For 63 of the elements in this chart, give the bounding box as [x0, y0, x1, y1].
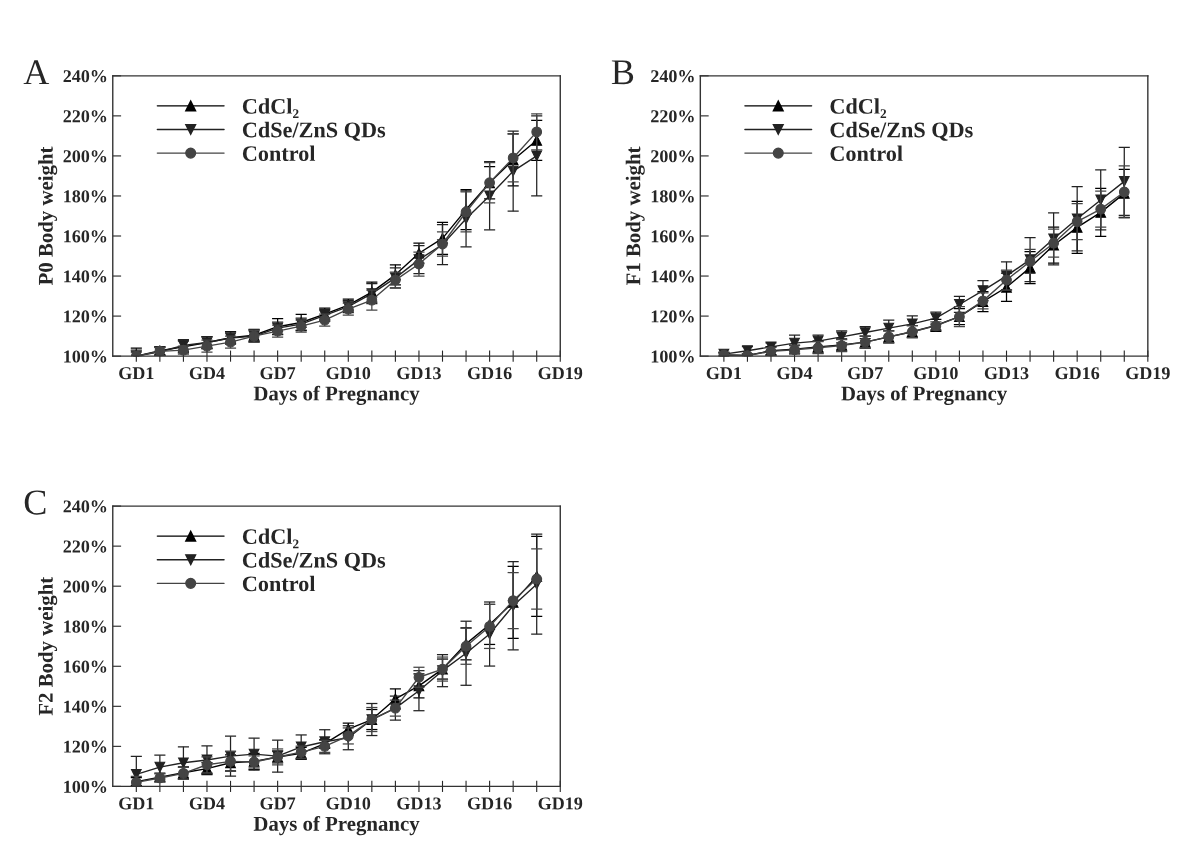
x-tick-label: GD13	[397, 367, 441, 380]
y-tick-label: 200%	[63, 150, 107, 163]
x-tick-label: GD13	[984, 367, 1029, 380]
y-tick-label: 160%	[64, 660, 107, 673]
x-tick-label: GD10	[326, 367, 371, 380]
x-axis-title: Days of Pregnancy	[253, 815, 420, 836]
y-tick-label: 200%	[63, 580, 107, 593]
x-tick-label: GD7	[848, 367, 883, 380]
y-tick-label: 160%	[651, 230, 694, 243]
legend-label: CdSe/ZnS QDs	[242, 121, 386, 141]
y-tick-label: 240%	[63, 500, 107, 513]
y-tick-label: 240%	[651, 70, 694, 83]
y-tick-label: 100%	[64, 780, 107, 793]
x-axis-title: Days of Pregnancy	[841, 385, 1008, 405]
y-tick-label: 200%	[651, 150, 694, 163]
y-tick-label: 140%	[651, 270, 694, 283]
legend-label: CdSe/ZnS QDs	[830, 121, 973, 141]
x-tick-label: GD10	[326, 797, 371, 810]
x-tick-label: GD4	[189, 367, 225, 380]
y-tick-label: 160%	[64, 230, 107, 243]
y-tick-label: 120%	[64, 740, 107, 753]
legend-label: CdCl₂	[242, 98, 299, 119]
x-axis-title: Days of Pregnancy	[253, 385, 420, 405]
x-tick-label: GD16	[467, 797, 512, 810]
x-tick-label: GD1	[706, 367, 741, 380]
y-tick-label: 120%	[651, 310, 694, 323]
chart-title: A	[23, 60, 50, 85]
x-tick-label: GD19	[1126, 367, 1170, 380]
legend-label: CdSe/ZnS QDs	[242, 552, 386, 572]
y-axis-title: P0 Body weight	[38, 146, 58, 286]
y-axis-title: F2 Body weight	[38, 576, 58, 716]
y-axis-title: F1 Body weight	[625, 146, 645, 286]
y-tick-label: 220%	[63, 110, 107, 123]
legend-label: Control	[242, 145, 316, 162]
x-tick-label: GD19	[538, 797, 583, 810]
chart-title: B	[611, 60, 634, 85]
x-tick-label: GD13	[397, 797, 441, 810]
legend-label: CdCl₂	[242, 528, 299, 549]
y-tick-label: 220%	[651, 110, 694, 123]
x-tick-label: GD7	[260, 367, 296, 380]
x-tick-label: GD1	[119, 367, 154, 380]
x-tick-label: GD16	[1055, 367, 1100, 380]
y-tick-label: 100%	[64, 350, 107, 363]
x-tick-label: GD1	[119, 797, 154, 810]
x-tick-label: GD4	[777, 367, 813, 380]
y-tick-label: 180%	[64, 620, 107, 633]
y-tick-label: 180%	[651, 190, 694, 203]
y-tick-label: 140%	[64, 700, 107, 713]
y-tick-label: 100%	[651, 350, 694, 363]
x-tick-label: GD16	[467, 367, 512, 380]
y-tick-label: 140%	[64, 270, 107, 283]
y-tick-label: 120%	[64, 310, 107, 323]
y-tick-label: 240%	[63, 70, 107, 83]
chart-title: C	[24, 490, 46, 515]
y-tick-label: 180%	[64, 190, 107, 203]
y-tick-label: 220%	[63, 540, 107, 553]
x-tick-label: GD4	[189, 797, 225, 810]
x-tick-label: GD7	[260, 797, 296, 810]
x-tick-label: GD19	[538, 367, 583, 380]
x-tick-label: GD10	[914, 367, 958, 380]
legend-label: CdCl₂	[830, 98, 887, 119]
legend-label: Control	[830, 145, 903, 162]
legend-label: Control	[242, 575, 316, 592]
